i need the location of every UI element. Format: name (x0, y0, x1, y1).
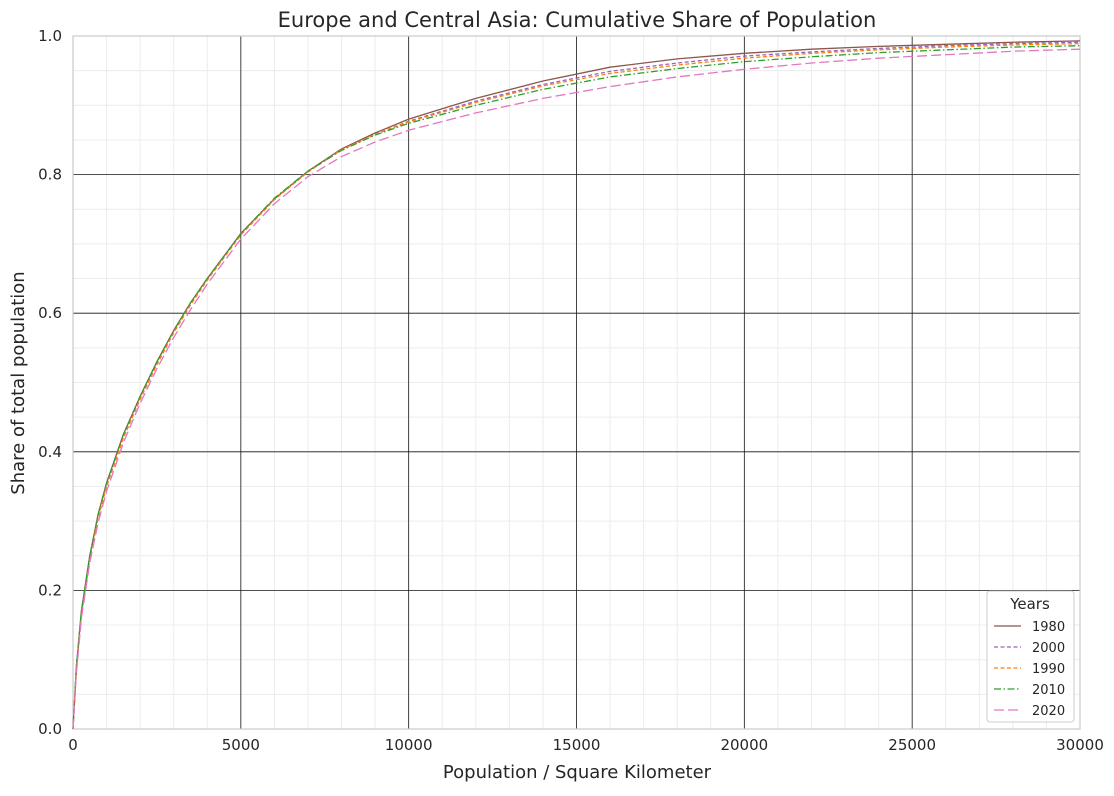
y-tick-label: 0.6 (38, 304, 62, 322)
y-tick-label: 0.2 (38, 581, 62, 599)
x-tick-label: 5000 (222, 736, 260, 754)
x-tick-label: 20000 (720, 736, 768, 754)
x-axis-label: Population / Square Kilometer (443, 762, 712, 783)
chart-title: Europe and Central Asia: Cumulative Shar… (278, 8, 877, 32)
series-layer (72, 40, 1081, 730)
major-gridlines (73, 36, 1080, 729)
x-tick-label: 10000 (385, 736, 433, 754)
legend-label-1980: 1980 (1032, 620, 1065, 635)
legend-items: 1980 2000 1990 2010 2020 (994, 620, 1065, 719)
legend: Years 1980 2000 1990 2010 2020 (986, 590, 1075, 723)
y-tick-label: 1.0 (38, 27, 62, 45)
y-tick-labels: 0.0 0.2 0.4 0.6 0.8 1.0 (38, 27, 62, 738)
series-line-2020 (72, 48, 1081, 730)
x-tick-label: 30000 (1056, 736, 1104, 754)
legend-label-2000: 2000 (1032, 641, 1065, 656)
series-line-1990 (72, 42, 1081, 730)
x-tick-label: 15000 (553, 736, 601, 754)
legend-label-1990: 1990 (1032, 662, 1065, 677)
x-tick-labels: 0 5000 10000 15000 20000 25000 30000 (68, 736, 1104, 754)
series-line-2010 (72, 45, 1081, 730)
y-axis-label: Share of total population (8, 271, 29, 494)
x-tick-label: 25000 (888, 736, 936, 754)
legend-label-2020: 2020 (1032, 704, 1065, 719)
y-tick-label: 0.4 (38, 443, 62, 461)
y-tick-label: 0.8 (38, 166, 62, 184)
legend-title: Years (1009, 595, 1050, 613)
x-tick-label: 0 (68, 736, 78, 754)
legend-label-2010: 2010 (1032, 683, 1065, 698)
plot-frame (72, 35, 1081, 730)
y-tick-label: 0.0 (38, 720, 62, 738)
